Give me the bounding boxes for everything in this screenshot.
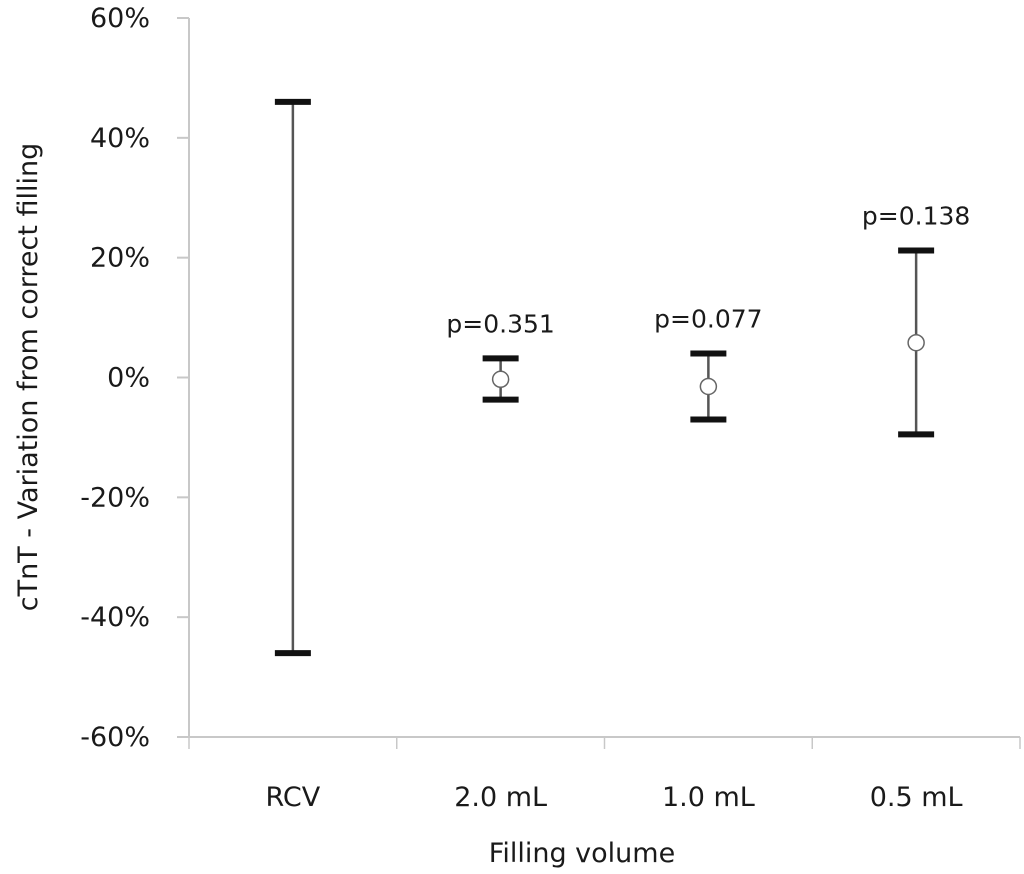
x-category-label: RCV xyxy=(266,782,321,813)
error-bar-2-0-ml xyxy=(482,355,519,403)
y-tick-label: 40% xyxy=(90,123,150,154)
x-category-label: 2.0 mL xyxy=(454,782,547,813)
p-value-label: p=0.138 xyxy=(862,201,970,230)
y-tick-label: 60% xyxy=(90,3,150,34)
y-tick-label: 0% xyxy=(107,363,150,394)
mean-marker xyxy=(491,370,510,389)
error-bar-rcv xyxy=(274,98,311,657)
y-tick-label: -40% xyxy=(80,602,150,633)
y-axis: 60% 40% 20% 0% -20% -40% -60% xyxy=(80,3,190,753)
y-tick-label: 20% xyxy=(90,243,150,274)
error-bar-1-0-ml xyxy=(690,350,727,423)
x-category-label: 1.0 mL xyxy=(662,782,755,813)
p-value-label: p=0.351 xyxy=(446,309,554,338)
error-bar-0-5-ml xyxy=(898,247,935,438)
mean-marker xyxy=(907,333,925,352)
y-axis-title: cTnT - Variation from correct filling xyxy=(13,143,44,612)
x-category-label: 0.5 mL xyxy=(870,782,963,813)
p-value-annotations: p=0.351 p=0.077 p=0.138 xyxy=(446,201,970,338)
y-tick-label: -60% xyxy=(80,722,150,753)
x-axis-title: Filling volume xyxy=(489,838,675,869)
error-bars xyxy=(274,98,935,657)
p-value-label: p=0.077 xyxy=(654,305,762,334)
y-tick-label: -20% xyxy=(80,482,150,513)
mean-marker xyxy=(699,377,718,396)
x-axis: RCV 2.0 mL 1.0 mL 0.5 mL xyxy=(177,736,1021,813)
